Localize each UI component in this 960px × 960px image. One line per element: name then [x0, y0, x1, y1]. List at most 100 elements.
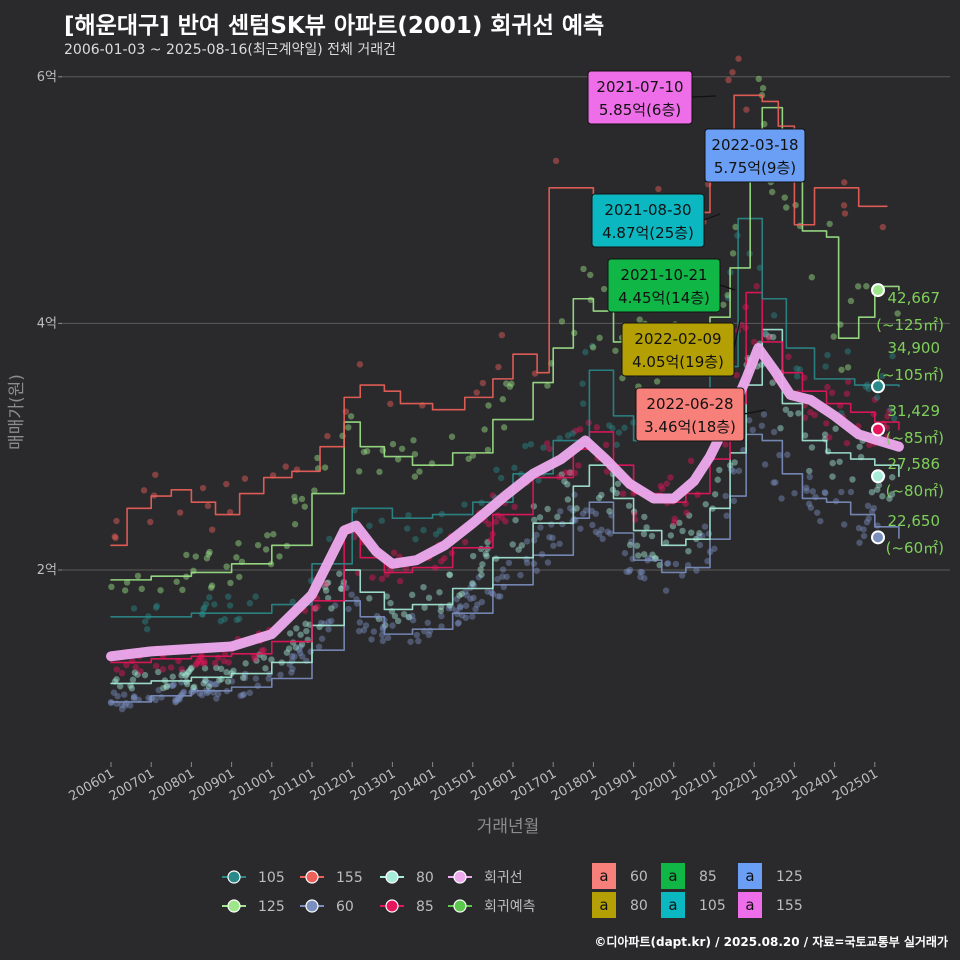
transaction-point — [705, 530, 713, 537]
transaction-point — [493, 466, 500, 474]
transaction-point — [801, 414, 809, 421]
transaction-point — [573, 505, 580, 512]
transaction-point — [127, 702, 134, 709]
transaction-point — [448, 433, 456, 440]
legend-box-key — [661, 863, 685, 889]
transaction-point — [803, 487, 810, 494]
transaction-point — [387, 599, 394, 607]
legend-dot-key — [227, 870, 241, 884]
transaction-point — [855, 524, 863, 532]
transaction-point — [438, 623, 445, 630]
legend-box-key — [661, 892, 685, 918]
annotation-box — [635, 387, 745, 442]
transaction-point — [479, 379, 487, 387]
end-point-marker — [871, 379, 885, 394]
transaction-point — [549, 534, 556, 542]
transaction-point — [693, 567, 700, 574]
x-tick-label: 201801 — [549, 766, 599, 804]
transaction-point — [188, 664, 195, 672]
transaction-point — [190, 683, 198, 690]
transaction-point — [745, 417, 753, 424]
transaction-point — [503, 573, 510, 580]
transaction-point — [317, 619, 325, 627]
transaction-point — [220, 657, 228, 665]
transaction-point — [732, 223, 739, 231]
x-tick-label: 201401 — [388, 766, 438, 804]
transaction-point — [228, 678, 236, 685]
transaction-point — [702, 501, 709, 508]
transaction-point — [409, 616, 417, 624]
transaction-point — [360, 626, 368, 634]
legend-box-key — [738, 892, 762, 918]
legend-label: 85 — [416, 899, 434, 915]
transaction-point — [237, 692, 244, 699]
transaction-point — [204, 502, 212, 510]
transaction-point — [118, 701, 125, 709]
transaction-point — [227, 579, 234, 587]
transaction-point — [195, 657, 202, 665]
transaction-point — [246, 600, 254, 607]
transaction-point — [885, 407, 893, 415]
transaction-point — [254, 541, 262, 549]
transaction-point — [134, 671, 141, 678]
transaction-point — [740, 446, 747, 454]
transaction-point — [200, 680, 207, 687]
transaction-point — [678, 572, 686, 579]
transaction-point — [716, 466, 723, 474]
transaction-point — [840, 521, 848, 528]
transaction-point — [297, 631, 304, 638]
transaction-point — [396, 577, 404, 585]
transaction-point — [653, 378, 661, 385]
transaction-point — [495, 363, 502, 371]
transaction-point — [844, 378, 852, 385]
transaction-point — [685, 547, 692, 555]
transaction-point — [667, 532, 675, 539]
transaction-point — [179, 689, 187, 697]
transaction-point — [253, 657, 260, 664]
transaction-point — [436, 589, 443, 596]
transaction-point — [469, 613, 476, 620]
legend-box-glyph: a — [668, 867, 677, 885]
transaction-point — [564, 432, 572, 439]
transaction-point — [167, 664, 175, 671]
transaction-point — [849, 476, 856, 483]
transaction-point — [508, 380, 515, 387]
transaction-point — [664, 560, 672, 567]
transaction-point — [122, 702, 129, 709]
transaction-point — [470, 582, 477, 589]
transaction-point — [111, 533, 118, 540]
end-markers: 42,667 (~125㎡) 34,900 (~105㎡) 31,429 (~85㎡) 27… — [871, 283, 944, 557]
transaction-point — [801, 432, 809, 439]
transaction-point — [730, 468, 737, 475]
transaction-point — [390, 549, 398, 556]
transaction-point — [326, 535, 333, 543]
transaction-point — [221, 650, 229, 657]
transaction-point — [110, 689, 118, 696]
transaction-point — [543, 440, 551, 447]
transaction-point — [477, 566, 484, 573]
transaction-point — [445, 604, 453, 612]
transaction-point — [462, 588, 469, 595]
transaction-point — [530, 560, 538, 567]
transaction-point — [592, 528, 600, 536]
transaction-point — [425, 594, 433, 602]
transaction-point — [394, 456, 402, 463]
x-tick-label: 202201 — [710, 766, 760, 804]
transaction-point — [206, 594, 213, 601]
transaction-point — [140, 487, 148, 494]
transaction-point — [201, 660, 208, 667]
transaction-point — [667, 474, 674, 481]
transaction-point — [131, 693, 138, 700]
transaction-point — [511, 464, 518, 471]
transaction-point — [821, 431, 829, 438]
transaction-point — [613, 489, 620, 497]
transaction-point — [421, 604, 428, 611]
transaction-point — [155, 686, 162, 694]
transaction-point — [554, 513, 561, 521]
transaction-point — [130, 693, 138, 701]
transaction-point — [114, 692, 121, 700]
transaction-point — [609, 424, 616, 432]
transaction-point — [875, 481, 883, 489]
transaction-point — [619, 374, 626, 382]
